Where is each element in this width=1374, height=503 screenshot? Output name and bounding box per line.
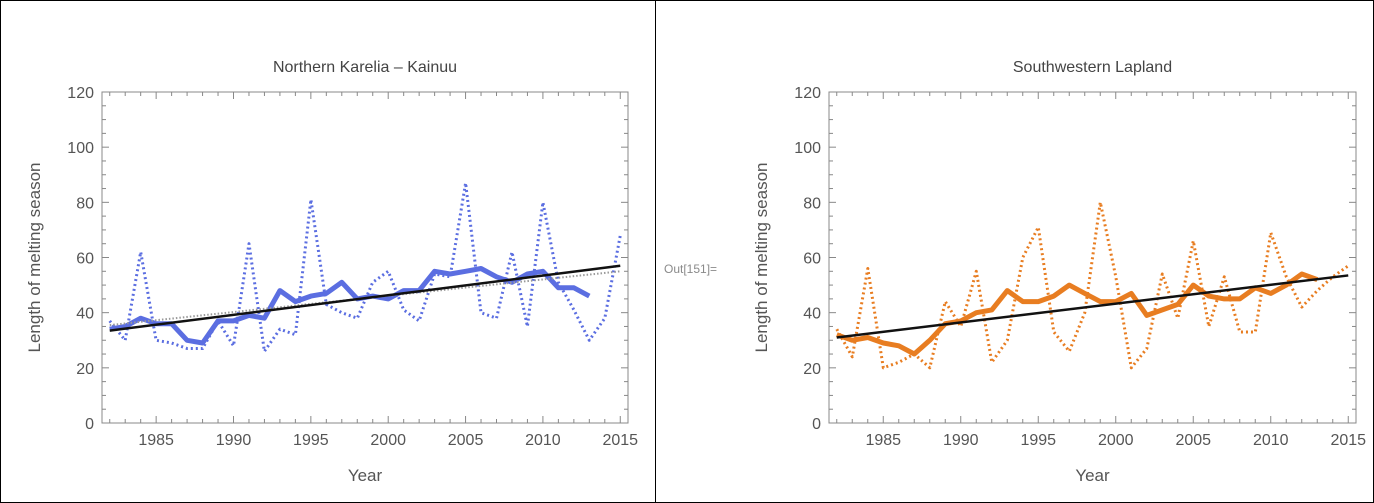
y-tick-label: 120 (67, 85, 94, 102)
trend-line (109, 264, 621, 332)
x-axis-label: Year (348, 466, 383, 485)
moving-average-line (109, 266, 591, 346)
x-tick-label: 2005 (448, 432, 484, 449)
x-tick-label: 1990 (943, 432, 979, 449)
y-tick-label: 20 (803, 361, 821, 378)
y-tick-label: 60 (803, 251, 821, 268)
y-axis-label: Length of melting season (752, 163, 771, 353)
y-tick-label: 60 (76, 251, 94, 268)
y-tick-label: 80 (803, 195, 821, 212)
x-tick-label: 1995 (1020, 432, 1056, 449)
chart-title: Southwestern Lapland (1013, 59, 1172, 76)
annual-series-line (835, 200, 1350, 370)
chart-southwestern-lapland: 0 20 40 60 80 100 120 1985 1990 1995 2000 2005 2010 2… (752, 59, 1366, 485)
x-tick-label: 1985 (865, 432, 901, 449)
y-tick-label: 120 (794, 85, 821, 102)
x-tick-label: 2010 (1253, 432, 1289, 449)
x-axis-label: Year (1075, 466, 1110, 485)
annual-series-line (108, 181, 622, 353)
x-tick-label: 2015 (1330, 432, 1366, 449)
x-tick-label: 2000 (370, 432, 406, 449)
x-tick-label: 2015 (602, 432, 638, 449)
x-tick-label: 1990 (216, 432, 252, 449)
moving-average-line (835, 271, 1319, 357)
trend-line (836, 274, 1349, 339)
output-cell-label: Out[151]= (664, 262, 718, 276)
panel-divider (655, 0, 656, 503)
y-tick-label: 80 (76, 195, 94, 212)
plot-frame (101, 91, 629, 424)
y-axis-label: Length of melting season (25, 163, 44, 353)
x-tick-label: 2000 (1098, 432, 1134, 449)
y-tick-label: 0 (85, 416, 94, 433)
y-tick-label: 40 (803, 306, 821, 323)
y-tick-label: 40 (76, 306, 94, 323)
x-tick-label: 1995 (293, 432, 329, 449)
chart-title: Northern Karelia – Kainuu (273, 59, 457, 76)
y-tick-label: 100 (794, 140, 821, 157)
y-tick-label: 0 (812, 416, 821, 433)
y-tick-label: 20 (76, 361, 94, 378)
y-tick-label: 100 (67, 140, 94, 157)
x-tick-label: 2005 (1175, 432, 1211, 449)
x-tick-label: 1985 (138, 432, 174, 449)
chart-northern-karelia: 0 20 40 60 80 100 120 1985 1990 1995 2000 2005 2010 2… (25, 59, 638, 485)
x-tick-label: 2010 (525, 432, 561, 449)
